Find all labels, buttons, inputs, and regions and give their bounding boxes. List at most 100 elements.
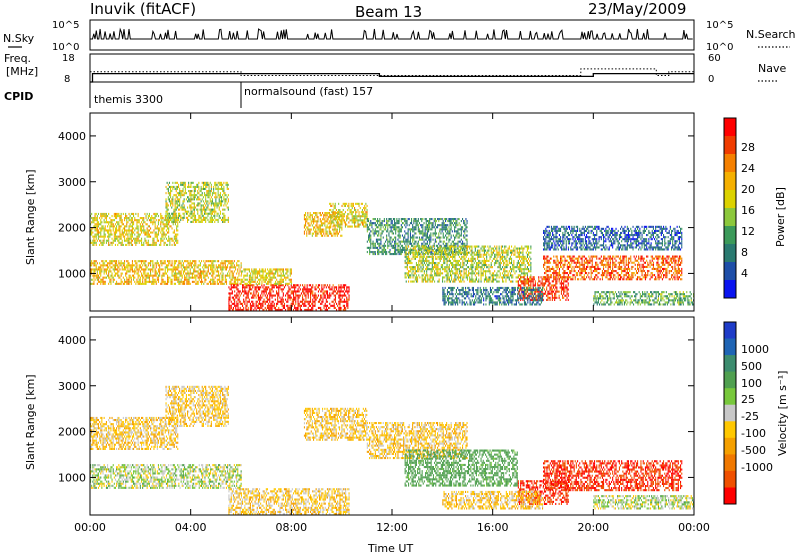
power-cell-1537 [223,282,225,285]
power-cell-2889 [324,284,326,287]
power-cell-2494 [263,308,265,311]
power-cell-4020 [398,220,400,223]
frequency-trace [90,72,694,83]
power-cell-2627 [282,284,284,287]
power-cell-107 [102,241,104,244]
power-cell-3893 [386,236,388,239]
power-cell-310 [127,241,129,244]
power-cell-3736 [368,226,370,229]
power-cell-757 [100,278,102,281]
power-cell-638 [169,219,171,222]
power-cell-2882 [323,284,325,287]
power-cell-79 [99,235,101,238]
power-cell-2078 [208,185,210,188]
power-cell-1775 [178,192,180,195]
power-cell-2162 [216,183,218,186]
power-cell-3503 [330,217,332,220]
power-cell-3205 [278,268,280,271]
power-cell-2530 [269,308,271,311]
power-cell-867 [117,264,119,267]
power-cell-3264 [303,224,305,227]
power-cell-988 [137,268,139,271]
power-cell-1346 [193,264,195,267]
power-cell-1088 [152,260,154,263]
power-cell-914 [126,276,128,279]
power-cell-3502 [330,219,332,222]
power-cell-1847 [187,220,189,223]
power-cell-857 [116,268,118,271]
power-cell-1265 [181,282,183,285]
power-cell-4149 [414,242,416,245]
power-cell-160 [108,212,110,215]
power-cell-512 [153,229,155,232]
power-cell-2848 [317,286,319,289]
power-cell-1947 [196,185,198,188]
power-cell-1770 [178,208,180,211]
power-cell-1849 [187,216,189,219]
power-cell-1738 [174,181,176,184]
power-cell-3919 [389,253,391,256]
power-cell-2058 [207,214,209,217]
power-cell-1218 [174,276,176,279]
power-cell-2581 [276,286,278,289]
power-cell-1685 [170,216,172,219]
power-cell-4946 [438,257,440,260]
power-cell-2117 [211,192,213,195]
power-cell-4094 [407,236,409,239]
power-cell-513 [153,221,155,224]
power-cell-3556 [339,209,341,212]
power-cell-1783 [179,202,181,205]
power-cell-1509 [219,266,221,269]
power-cell-3351 [318,228,320,231]
power-cell-207 [114,231,116,234]
power-cell-4716 [414,276,416,279]
power-cell-1538 [223,266,225,269]
power-cell-3749 [369,224,371,227]
power-cell-4608 [465,234,467,237]
power-cell-4294 [429,224,431,227]
power-cell-3990 [396,248,398,251]
power-cell-591 [163,233,165,236]
power-cell-1707 [172,214,174,217]
power-cell-4958 [439,249,441,252]
power-cell-3951 [392,253,394,256]
power-cell-1528 [222,282,224,285]
power-cell-1277 [182,264,184,267]
power-cell-1731 [174,206,176,209]
power-cell-3944 [391,238,393,241]
power-cell-2657 [289,306,291,309]
power-cell-4179 [417,230,419,233]
power-cell-2893 [325,300,327,303]
power-cell-600 [164,225,166,228]
power-cell-3539 [337,215,339,218]
power-cell-530 [155,241,157,244]
power-cell-2592 [278,306,280,309]
power-cell-3971 [394,222,396,225]
power-cell-4597 [464,232,466,235]
power-cell-3772 [372,244,374,247]
power-cell-2918 [330,304,332,307]
power-cell-3467 [336,230,338,233]
power-cell-1553 [225,274,227,277]
power-cell-829 [111,272,113,275]
power-cell-206 [114,233,116,236]
power-cell-3719 [366,211,368,214]
power-cell-1128 [159,264,161,267]
power-cell-465 [146,227,148,230]
power-cell-4621 [466,230,468,233]
power-cell-1059 [148,280,150,283]
power-cell-3631 [352,204,354,207]
power-cell-891 [121,266,123,269]
power-cell-3553 [339,215,341,218]
power-cell-4722 [414,255,416,258]
power-cell-2250 [226,206,228,209]
power-cell-1672 [167,190,169,193]
power-cell-4505 [452,220,454,223]
power-cell-2017 [202,181,204,184]
power-cell-3838 [379,228,381,231]
power-cell-1163 [165,272,167,275]
power-cell-2829 [314,300,316,303]
power-cell-1828 [183,198,185,201]
power-cell-1572 [229,266,231,269]
power-cell-1082 [152,274,154,277]
